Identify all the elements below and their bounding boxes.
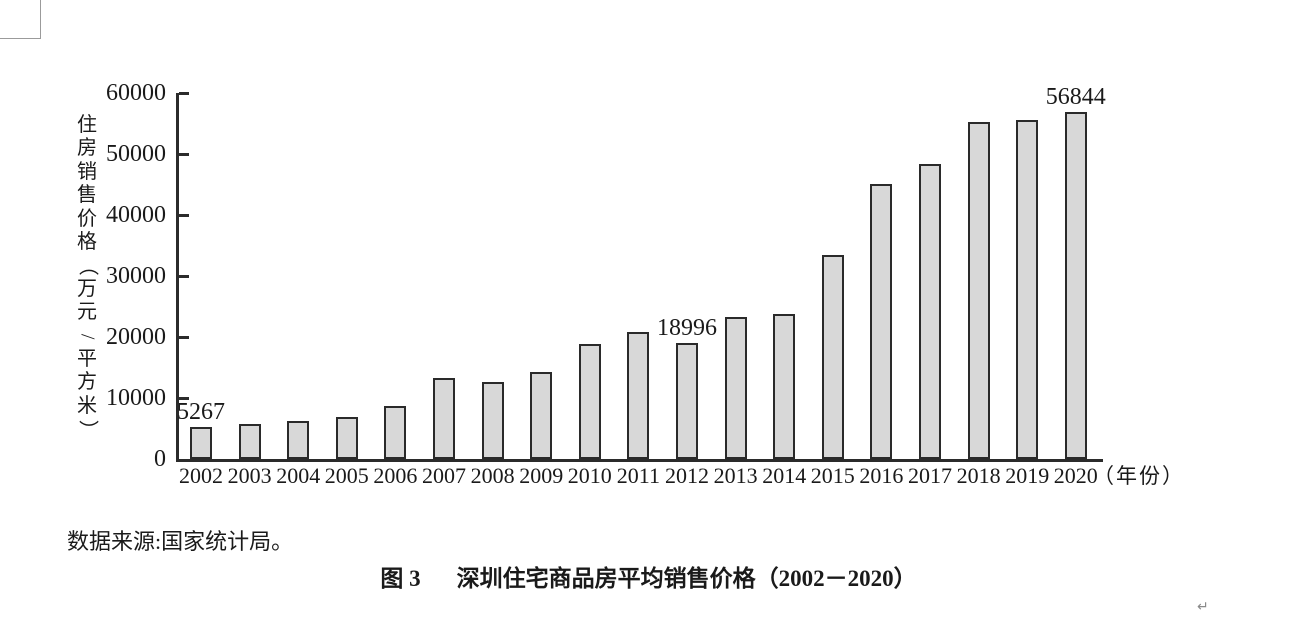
page-corner-artifact [0,0,41,39]
bar-2008 [481,381,504,459]
x-tick-label-2005: 2005 [324,463,369,488]
bar-2009 [530,371,553,459]
figure-title: 深圳住宅商品房平均销售价格（2002－2020） [456,566,917,591]
bar-2012 [676,343,698,459]
bar-2007 [433,378,455,459]
bar-2004 [287,420,310,459]
bar-2013 [724,317,747,459]
bar-2018 [967,122,990,459]
paragraph-return-icon: ↵ [1197,599,1209,615]
bar-2019 [1016,120,1039,459]
y-axis-title-char: 平 [77,347,97,370]
x-tick-label-2006: 2006 [373,463,418,488]
x-tick-label-2009: 2009 [519,463,564,488]
y-axis-title-char: 元 [77,301,97,324]
x-tick-label-2015: 2015 [810,463,855,488]
bar-2014 [773,313,796,459]
data-source-note: 数据来源:国家统计局。 [67,529,294,554]
y-tick-mark [179,152,189,156]
y-tick-mark [179,91,189,95]
x-axis-unit-label: （年份） [1093,464,1185,488]
y-tick-mark [179,213,189,217]
figure-caption: 图 3 深圳住宅商品房平均销售价格（2002－2020） [0,563,1297,595]
x-tick-label-2011: 2011 [616,463,660,488]
x-tick-label-2016: 2016 [859,463,904,488]
bar-2005 [335,416,358,459]
y-axis-title-char: 万 [77,277,97,300]
bar-2010 [578,344,601,459]
y-axis-title-char: 方 [77,371,97,394]
y-tick-mark [179,335,189,339]
bar-value-label-2012: 18996 [657,315,717,342]
y-tick-label: 50000 [106,141,166,167]
x-tick-label-2003: 2003 [227,463,272,488]
bar-2015 [821,254,844,459]
y-tick-mark [179,396,189,400]
y-tick-label: 10000 [106,385,166,411]
x-tick-label-2018: 2018 [956,463,1001,488]
bar-2002 [190,426,212,459]
y-axis-title-char: 价 [77,207,97,230]
y-axis-title: 住房销售价格（万元 / 平方米） [74,114,100,441]
x-tick-label-2019: 2019 [1005,463,1050,488]
x-tick-label-2004: 2004 [276,463,321,488]
plot-area: 5267 18996 56844 [176,85,1106,462]
y-axis-title-char: 房 [77,137,97,160]
y-tick-label: 20000 [106,324,166,350]
bar-value-label-2020: 56844 [1045,84,1106,111]
x-tick-label-2008: 2008 [470,463,515,488]
y-axis-title-char: 米 [77,394,97,417]
x-tick-label-2020: 2020 [1053,463,1098,488]
bar-2016 [870,183,893,459]
bar-2020 [1064,112,1087,459]
y-tick-label: 30000 [106,263,166,289]
bar-2003 [238,424,261,459]
y-axis-title-char: ） [76,419,99,440]
y-tick-label: 40000 [106,202,166,228]
bar-2006 [384,405,407,459]
y-axis-title-char: 格 [77,230,97,253]
y-axis-title-char: 销 [77,160,97,183]
y-tick-mark [179,274,189,278]
y-axis-title-char: 售 [77,184,97,207]
y-axis-title-char: 住 [77,114,97,136]
y-tick-label: 0 [154,446,166,472]
bar-2017 [919,164,941,459]
x-tick-label-2010: 2010 [567,463,612,488]
y-tick-label: 60000 [106,80,166,106]
x-tick-label-2002: 2002 [179,463,223,488]
bar-value-label-2002: 5267 [177,398,225,425]
figure-number: 图 3 [380,566,421,591]
x-tick-label-2012: 2012 [665,463,709,488]
bar-2011 [627,331,650,459]
x-tick-label-2017: 2017 [908,463,952,488]
x-tick-label-2013: 2013 [713,463,758,488]
x-tick-label-2014: 2014 [762,463,807,488]
x-tick-label-2007: 2007 [422,463,466,488]
